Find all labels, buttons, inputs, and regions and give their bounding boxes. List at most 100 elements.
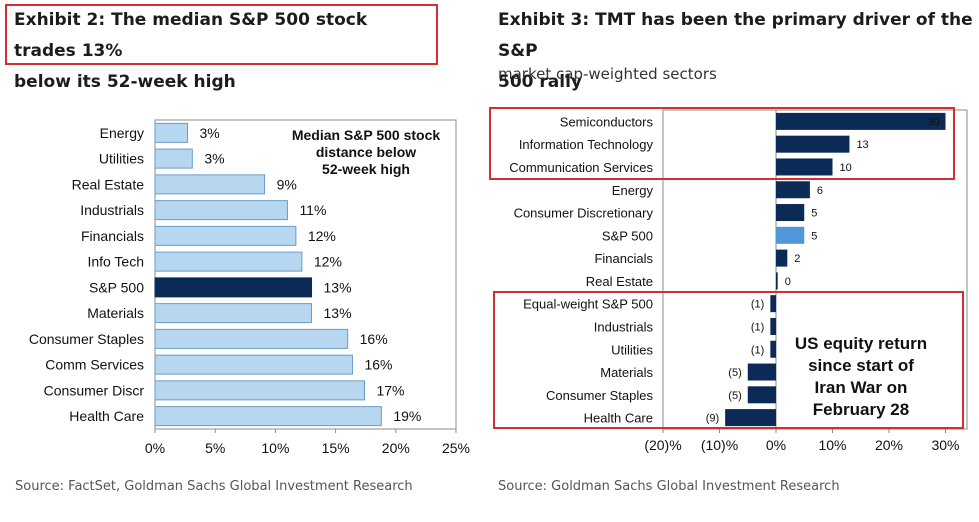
bar [725,409,776,427]
data-label: 5 [811,230,817,242]
category-label: Financials [594,251,653,266]
bar [776,272,778,290]
exhibit3-laggards-box [493,291,964,429]
exhibit2-title-line1: Exhibit 2: The median S&P 500 stock trad… [14,10,368,61]
annotation-line: since start of [808,356,914,375]
category-label: Consumer Staples [546,388,653,403]
category-label: Real Estate [586,274,653,289]
data-label: 5 [811,208,817,220]
data-label: 12% [314,254,342,270]
plot-area-frame [154,119,457,430]
x-tick-label: 0% [766,437,786,453]
category-label: Communication Services [509,160,653,175]
category-label: Energy [612,183,654,198]
category-label: Comm Services [45,357,144,373]
data-label: (1) [751,344,764,356]
data-label: 11% [299,202,326,218]
exhibit3-title-line2: 500 rally [498,72,582,92]
bar [776,226,805,244]
bar [770,340,776,358]
bar [154,251,303,272]
data-label: 9% [277,176,297,192]
bar [154,303,313,324]
data-label: (9) [706,413,719,425]
bar [776,204,805,222]
bar [154,148,193,169]
annotation-line: February 28 [813,400,909,419]
data-label: 2 [794,253,800,265]
data-label: 3% [204,151,224,167]
x-tick-label: (10)% [701,437,738,453]
bar [770,317,776,335]
data-label: 10 [840,162,852,174]
category-label: S&P 500 [89,279,144,295]
bar [776,158,833,176]
annotation-line: US equity return [795,334,927,353]
category-label: Energy [100,125,144,141]
bar [154,122,189,143]
x-tick-label: 20% [382,440,410,456]
bar [747,363,776,381]
bar [776,249,788,267]
category-label: Health Care [584,411,653,426]
bar [154,200,288,221]
bar [154,354,353,375]
category-label: Real Estate [72,176,145,192]
bar [747,386,776,404]
category-label: S&P 500 [602,228,653,243]
bar [154,380,365,401]
bar [776,181,810,199]
exhibit2-source: Source: FactSet, Goldman Sachs Global In… [15,479,413,494]
exhibit3-title: Exhibit 3: TMT has been the primary driv… [498,5,976,98]
category-label: Consumer Staples [29,331,144,347]
data-label: 12% [308,228,336,244]
exhibit2-title-box [5,4,438,65]
x-tick-label: 0% [145,440,165,456]
category-label: Equal-weight S&P 500 [523,297,653,312]
exhibit2-title-line2: below its 52-week high [14,72,236,92]
data-label: (5) [728,367,741,379]
plot-area-frame [662,109,968,430]
category-label: Materials [87,305,144,321]
annotation-line: Median S&P 500 stock [292,127,441,143]
data-label: 16% [360,331,388,347]
category-label: Consumer Discr [44,382,145,398]
exhibit2-title: Exhibit 2: The median S&P 500 stock trad… [14,5,434,98]
exhibit3-subtitle: market cap-weighted sectors [498,65,717,83]
data-label: 3% [200,125,220,141]
x-tick-label: (20)% [644,437,681,453]
data-label: 16% [364,357,392,373]
category-label: Health Care [69,408,144,424]
annotation-line: distance below [316,144,416,160]
data-label: 17% [376,382,404,398]
category-label: Utilities [611,342,653,357]
bar [776,112,946,130]
category-label: Consumer Discretionary [514,206,654,221]
data-label: 13 [856,139,868,151]
category-label: Materials [600,365,653,380]
category-label: Industrials [80,202,144,218]
bar [154,328,349,349]
category-label: Industrials [594,319,654,334]
category-label: Info Tech [87,254,144,270]
data-label: 13% [324,279,352,295]
exhibit3-source: Source: Goldman Sachs Global Investment … [498,479,840,494]
annotation-line: 52-week high [322,161,410,177]
data-label: 0 [785,276,791,288]
bar [154,174,266,195]
category-label: Information Technology [519,137,654,152]
annotation-line: Iran War on [815,378,908,397]
bar [770,295,776,313]
data-label: 6 [817,185,823,197]
bar [776,135,850,153]
x-tick-label: 10% [818,437,846,453]
data-label: (1) [751,321,764,333]
category-label: Semiconductors [560,114,654,129]
x-tick-label: 10% [261,440,289,456]
exhibit3-tmt-box [489,107,955,180]
x-tick-label: 15% [322,440,350,456]
bar [154,406,382,427]
x-tick-label: 30% [931,437,959,453]
x-tick-label: 20% [875,437,903,453]
